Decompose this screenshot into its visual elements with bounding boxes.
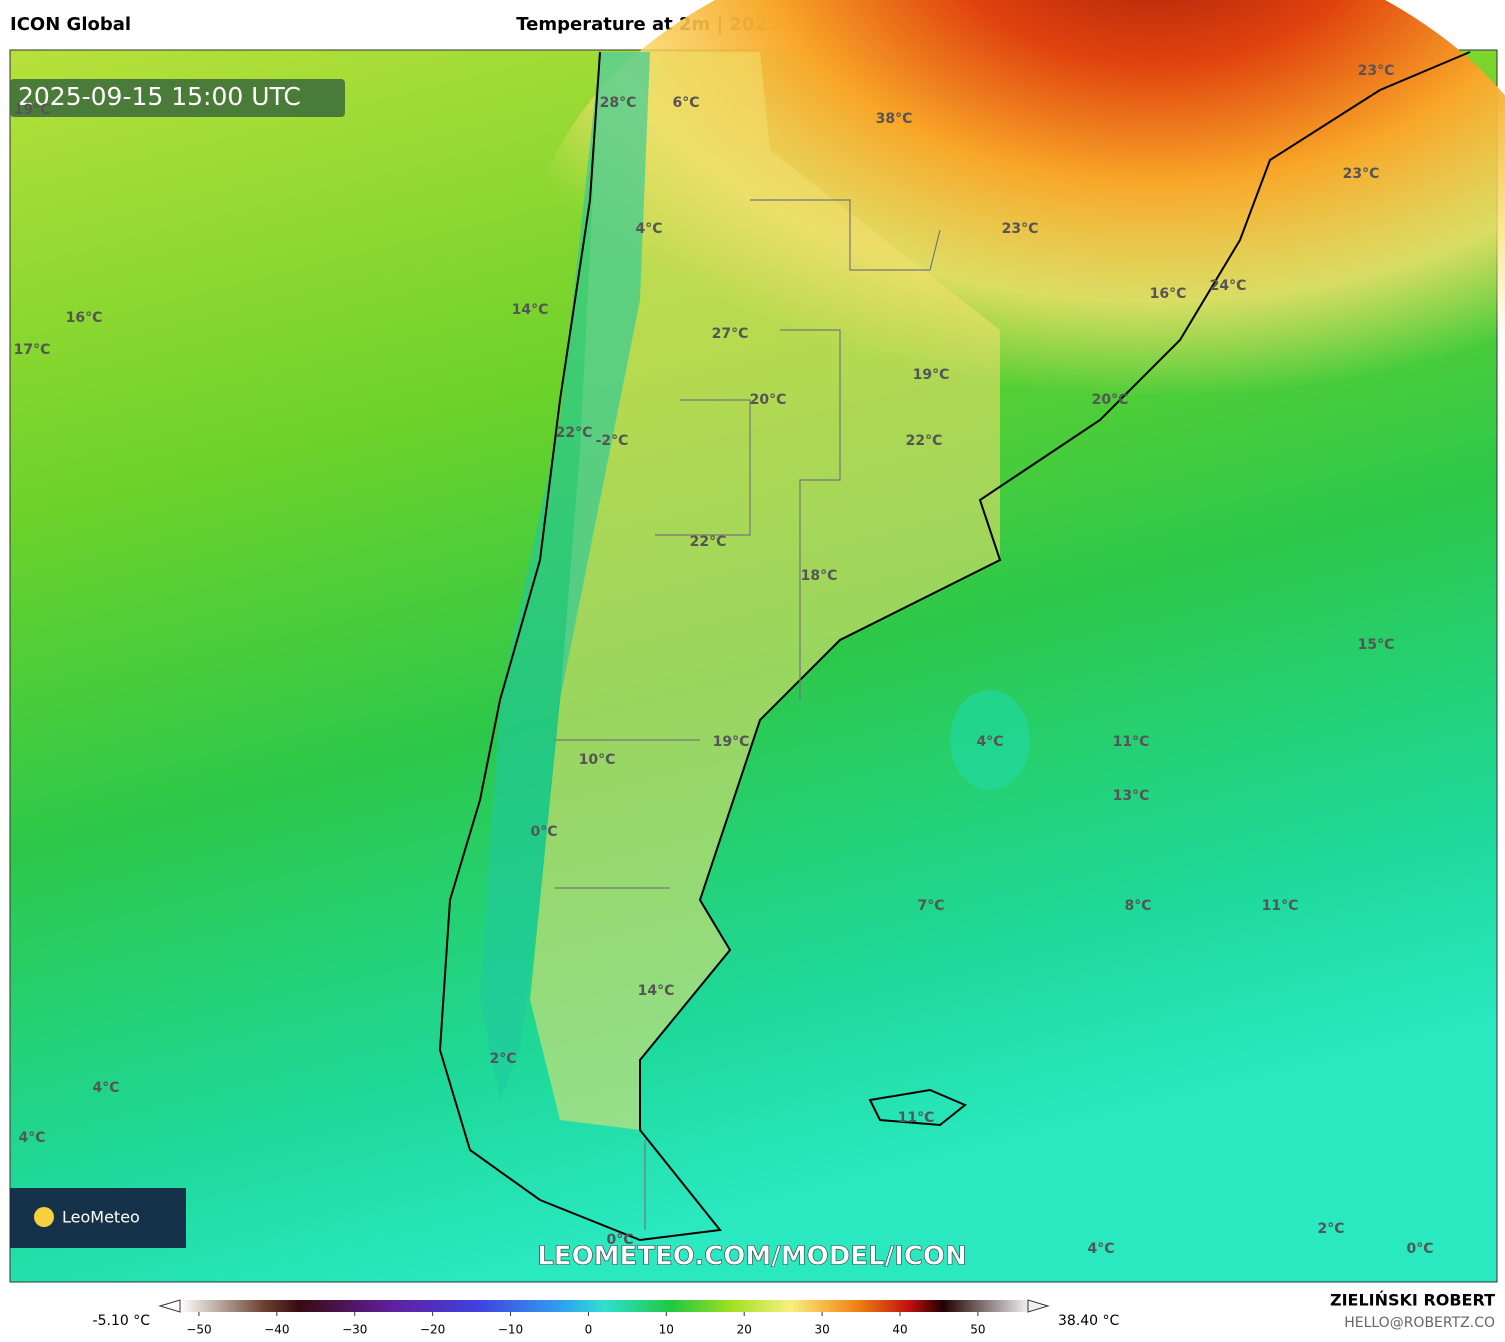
colorbar-arrow — [1027, 1299, 1050, 1313]
min-label: -5.10 °C — [93, 1313, 151, 1329]
colorbar-arrow — [158, 1299, 181, 1313]
temp-label: 13°C — [1113, 788, 1150, 804]
temp-label: 11°C — [898, 1110, 935, 1126]
temp-label: 18°C — [801, 568, 838, 584]
temp-label: 0°C — [1406, 1241, 1433, 1257]
colorbar — [180, 1300, 1028, 1312]
timestamp-box — [10, 79, 345, 117]
temp-label: 15°C — [1358, 637, 1395, 653]
temp-label: 22°C — [690, 534, 727, 550]
cold-pool — [950, 690, 1030, 790]
temp-label: 16°C — [1150, 286, 1187, 302]
temp-label: 4°C — [92, 1080, 119, 1096]
colorbar-tick-label: 10 — [659, 1323, 674, 1337]
colorbar-tick-label: −30 — [342, 1323, 367, 1337]
email: HELLO@ROBERTZ.CO — [1344, 1315, 1495, 1331]
colorbar-tick-label: −10 — [498, 1323, 523, 1337]
andes-cold — [480, 52, 650, 1100]
map: 2025-09-15 15:00 UTC LeoMeteo LEOMETEO.C… — [9, 0, 1505, 1283]
falklands — [868, 1088, 967, 1127]
author: ZIELIŃSKI ROBERT — [1330, 1291, 1495, 1310]
temp-label: 22°C — [906, 433, 943, 449]
colorbar-tick-label: 0 — [585, 1323, 593, 1337]
temp-label: 8°C — [1124, 898, 1151, 914]
temp-label: 38°C — [876, 111, 913, 127]
borders — [555, 199, 941, 1230]
colorbar-tick-label: −20 — [420, 1323, 445, 1337]
colorbar-tick-label: −50 — [186, 1323, 211, 1337]
temp-label: 4°C — [976, 734, 1003, 750]
temp-label: 19°C — [913, 367, 950, 383]
temp-label: 14°C — [512, 302, 549, 318]
colorbar-tick-label: −40 — [264, 1323, 289, 1337]
temp-label: 23°C — [1002, 221, 1039, 237]
logo: LeoMeteo — [62, 1208, 140, 1227]
temp-label: 17°C — [14, 342, 51, 358]
temp-label: 0°C — [530, 824, 557, 840]
temp-label: 2°C — [489, 1051, 516, 1067]
temp-label: 4°C — [18, 1130, 45, 1146]
temp-label: 22°C — [556, 425, 593, 441]
timestamp: 2025-09-15 15:00 UTC — [18, 82, 301, 111]
temp-label: 20°C — [750, 392, 787, 408]
temp-label: 0°C — [606, 1232, 633, 1248]
model-name: ICON Global — [10, 14, 131, 35]
temp-label: 10°C — [579, 752, 616, 768]
colorbar-tick-label: 20 — [737, 1323, 752, 1337]
temp-label: 4°C — [635, 221, 662, 237]
temp-label: 28°C — [600, 95, 637, 111]
temp-label: 19°C — [14, 102, 51, 118]
logo-sun — [34, 1207, 54, 1227]
coastline — [438, 51, 1471, 1242]
temp-label: 16°C — [66, 310, 103, 326]
temp-label: 19°C — [713, 734, 750, 750]
temp-label: 24°C — [1210, 278, 1247, 294]
temp-label: 2°C — [1317, 1221, 1344, 1237]
temp-label: 11°C — [1262, 898, 1299, 914]
temp-label: -2°C — [596, 433, 629, 449]
colorbar-tick-label: 30 — [814, 1323, 829, 1337]
temp-label: 23°C — [1343, 166, 1380, 182]
temp-label: 23°C — [1358, 63, 1395, 79]
temp-label: 7°C — [917, 898, 944, 914]
temp-label: 11°C — [1113, 734, 1150, 750]
temp-label: 14°C — [638, 983, 675, 999]
colorbar-tick-label: 40 — [892, 1323, 907, 1337]
temp-label: 20°C — [1092, 392, 1129, 408]
temp-label: 4°C — [1087, 1241, 1114, 1257]
colorbar-tick-label: 50 — [970, 1323, 985, 1337]
temp-label: 6°C — [672, 95, 699, 111]
land-warm — [530, 52, 1000, 1130]
watermark: LEOMETEO.COM/MODEL/ICON — [537, 1242, 967, 1272]
temp-label: 27°C — [712, 326, 749, 342]
max-label: 38.40 °C — [1058, 1313, 1120, 1329]
